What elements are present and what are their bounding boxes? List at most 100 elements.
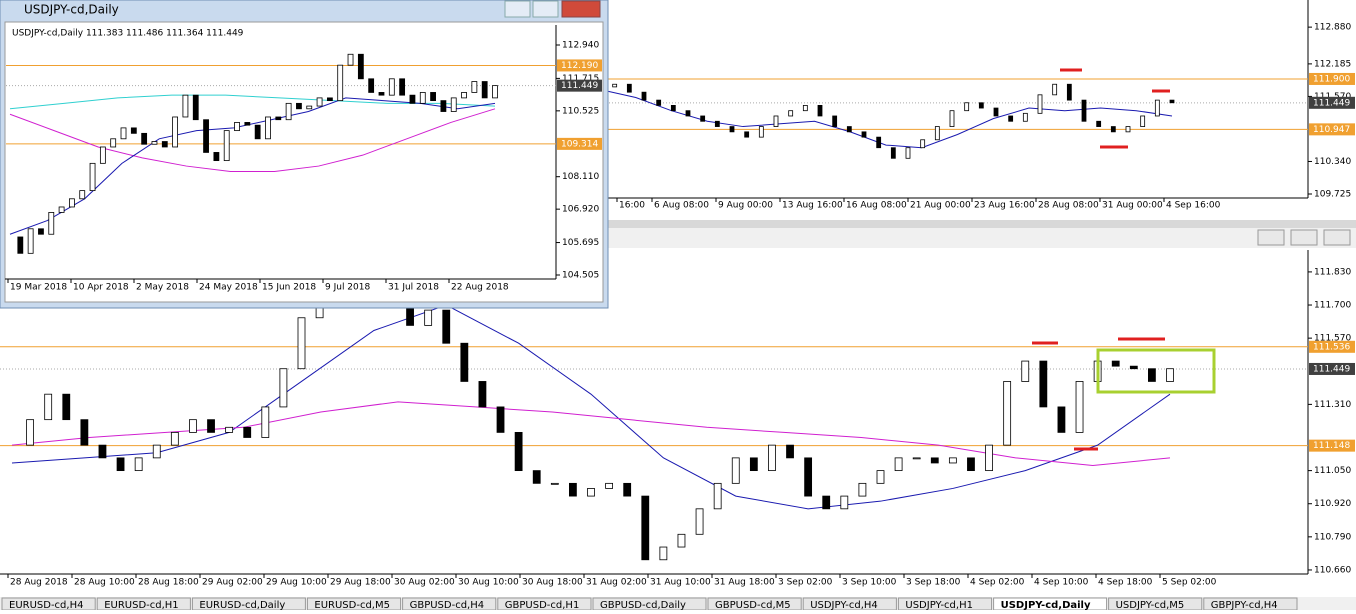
daily-window[interactable]: USDJPY-cd,Daily USDJPY-cd,Daily 111.383 …	[0, 0, 609, 309]
candle	[659, 546, 668, 561]
candle	[1169, 99, 1175, 104]
candle	[26, 419, 34, 446]
candle	[450, 97, 457, 112]
candle	[98, 444, 107, 459]
x-tick-label: 30 Aug 18:00	[522, 578, 583, 588]
y-tick-label: 112.185	[1314, 59, 1351, 69]
candle	[605, 482, 613, 489]
x-tick-label: 21 Aug 00:00	[910, 201, 971, 211]
candle	[670, 105, 676, 112]
x-tick-label: 29 Aug 02:00	[202, 578, 263, 588]
candle	[172, 116, 179, 148]
candle	[817, 105, 823, 117]
candle	[1148, 368, 1156, 382]
annotations	[1032, 68, 1170, 451]
candle	[641, 495, 650, 561]
candle	[225, 426, 234, 433]
candle	[685, 110, 691, 117]
y-tick-label: 111.050	[1314, 466, 1351, 476]
candle	[326, 97, 333, 102]
price-tag-label: 111.449	[1313, 364, 1350, 374]
candle	[62, 393, 71, 421]
candle	[894, 457, 903, 472]
x-tick-label: 30 Aug 10:00	[458, 578, 519, 588]
price-tag-label: 109.314	[561, 139, 598, 149]
minimize[interactable]	[504, 0, 531, 18]
candle	[254, 124, 261, 140]
x-tick-label: 4 Sep 18:00	[1098, 578, 1153, 588]
candle	[948, 457, 957, 464]
candle	[822, 495, 831, 510]
chart-header: USDJPY-cd,Daily 111.383 111.486 111.364 …	[12, 29, 244, 39]
x-tick-label: 30 Aug 02:00	[394, 578, 455, 588]
candle	[1166, 368, 1174, 382]
y-tick-label: 111.700	[1314, 301, 1351, 311]
tab-label: GBPUSD-cd,H1	[505, 600, 580, 610]
candle	[623, 482, 632, 497]
candle	[203, 119, 209, 153]
candle	[182, 94, 189, 118]
candle	[934, 126, 940, 141]
price-tag	[1309, 72, 1355, 85]
tab-label: USDJPY-cd,Daily	[1001, 600, 1091, 610]
candle	[1021, 360, 1030, 382]
candle	[89, 162, 96, 192]
x-tick-label: 5 Sep 02:00	[1162, 578, 1217, 588]
candle	[1110, 126, 1116, 133]
candle	[569, 482, 577, 497]
close[interactable]	[1323, 229, 1351, 246]
x-tick-label: 4 Sep 02:00	[970, 578, 1025, 588]
candle	[116, 457, 125, 472]
window-title: USDJPY-cd,Daily	[24, 3, 119, 17]
candle	[478, 381, 487, 408]
price-tag	[1309, 340, 1355, 353]
x-tick-label: 6 Aug 08:00	[654, 201, 709, 211]
x-tick-label: 31 Jul 2018	[388, 283, 439, 293]
tab-label: EURUSD-cd,M5	[314, 600, 390, 610]
candle	[244, 122, 251, 126]
candle	[758, 126, 764, 138]
candle	[1066, 83, 1072, 101]
candle	[861, 131, 867, 138]
candle	[297, 317, 306, 370]
candle	[641, 91, 647, 101]
candle	[316, 97, 323, 107]
minimize[interactable]	[1257, 229, 1285, 246]
candle	[243, 426, 252, 438]
price-tag-label: 111.449	[561, 81, 598, 91]
x-tick-label: 4 Sep 16:00	[1166, 201, 1221, 211]
price-tag-label: 112.190	[561, 61, 598, 71]
x-tick-label: 29 Aug 10:00	[266, 578, 327, 588]
candle	[550, 482, 559, 485]
x-tick-label: 3 Sep 02:00	[778, 578, 833, 588]
candle	[440, 100, 447, 112]
maximize[interactable]	[532, 0, 559, 18]
y-tick-label: 106.920	[562, 205, 599, 215]
chart-area	[4, 21, 604, 303]
candle	[279, 368, 288, 408]
candle	[832, 115, 838, 127]
x-tick-label: 9 Aug 00:00	[718, 201, 773, 211]
x-tick-label: 16:00	[619, 201, 645, 211]
window-buttons[interactable]	[1257, 229, 1351, 246]
candle	[378, 92, 385, 96]
candle	[804, 457, 813, 497]
candle	[1075, 381, 1084, 433]
x-tick-label: 23 Aug 16:00	[974, 201, 1035, 211]
candle	[1129, 365, 1138, 370]
x-tick-label: 13 Aug 16:00	[782, 201, 843, 211]
close[interactable]	[561, 0, 601, 18]
maximize[interactable]	[1290, 229, 1318, 246]
x-tick-label: 16 Aug 08:00	[846, 201, 907, 211]
x-tick-label: 9 Jul 2018	[325, 283, 370, 293]
tab-label: GBPUSD-cd,Daily	[600, 600, 686, 610]
candle	[846, 126, 852, 133]
candle	[695, 508, 704, 535]
moving-average	[9, 108, 496, 173]
candle	[786, 444, 794, 459]
candle	[1003, 381, 1012, 446]
candle	[189, 419, 197, 433]
candle	[985, 444, 993, 472]
candle	[110, 138, 117, 148]
